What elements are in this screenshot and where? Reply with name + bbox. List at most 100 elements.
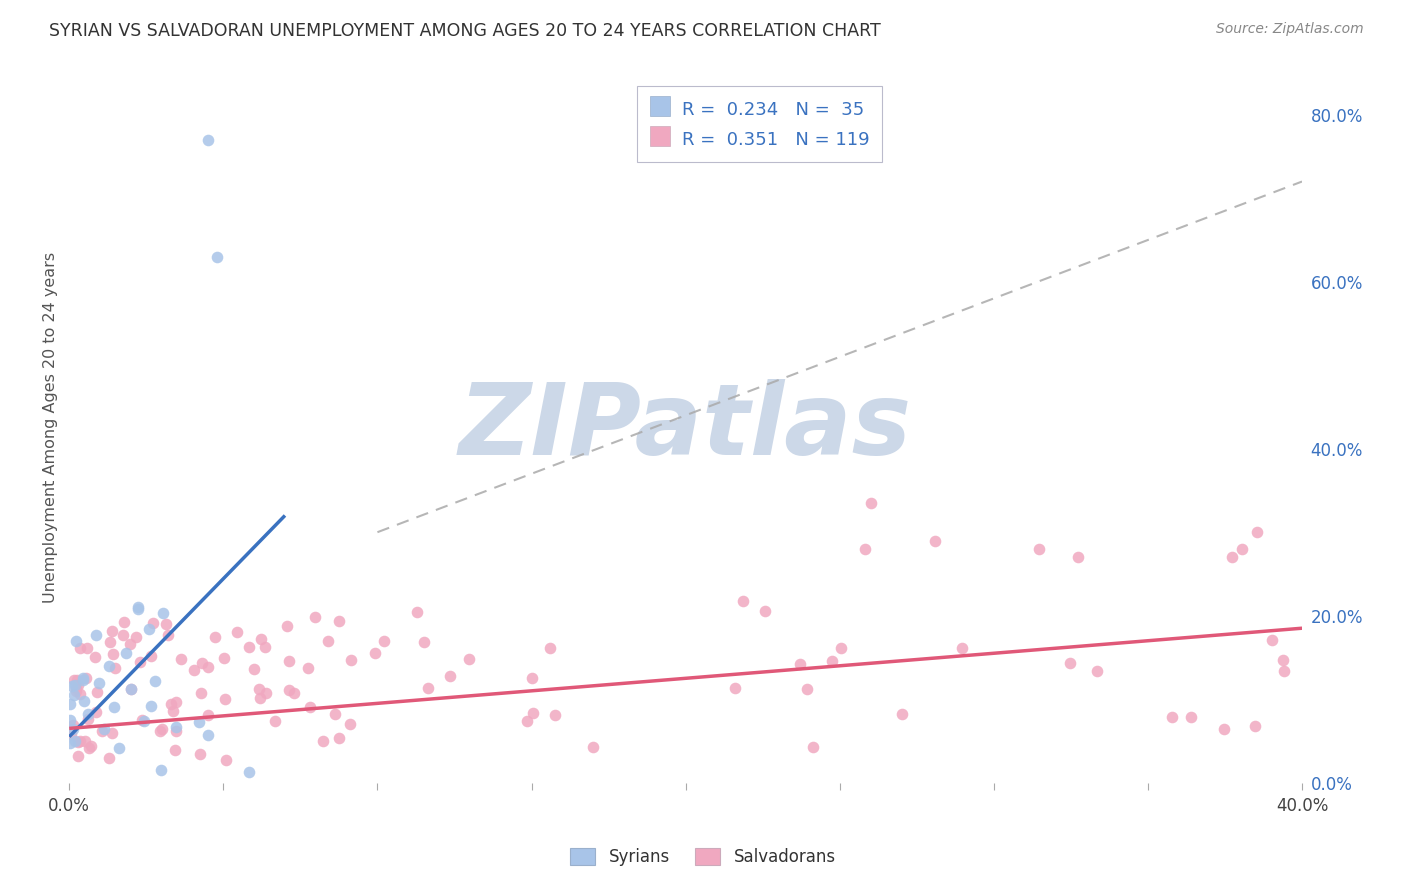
Point bbox=[150, 763, 173, 777]
Point bbox=[93, 722, 115, 736]
Point bbox=[197, 659, 219, 673]
Point bbox=[339, 716, 361, 731]
Point bbox=[299, 700, 322, 714]
Point bbox=[457, 652, 479, 666]
Point bbox=[62, 718, 84, 732]
Point bbox=[132, 714, 155, 728]
Point bbox=[155, 616, 177, 631]
Point bbox=[165, 695, 187, 709]
Point bbox=[1261, 632, 1284, 647]
Point bbox=[340, 653, 363, 667]
Text: SYRIAN VS SALVADORAN UNEMPLOYMENT AMONG AGES 20 TO 24 YEARS CORRELATION CHART: SYRIAN VS SALVADORAN UNEMPLOYMENT AMONG … bbox=[49, 22, 882, 40]
Point bbox=[190, 686, 212, 700]
Point bbox=[277, 654, 299, 668]
Point bbox=[238, 640, 260, 654]
Point bbox=[263, 714, 285, 728]
Point bbox=[60, 679, 83, 693]
Point bbox=[373, 633, 395, 648]
Point bbox=[950, 641, 973, 656]
Point bbox=[66, 678, 89, 692]
Point bbox=[139, 648, 162, 663]
Point bbox=[1160, 710, 1182, 724]
Point bbox=[243, 662, 266, 676]
Point bbox=[538, 640, 561, 655]
Point bbox=[1213, 722, 1236, 736]
Point bbox=[66, 749, 89, 764]
Point bbox=[66, 673, 89, 688]
Point bbox=[789, 657, 811, 671]
Point bbox=[69, 733, 91, 747]
Point bbox=[312, 734, 335, 748]
Legend: R =  0.234   N =  35, R =  0.351   N = 119: R = 0.234 N = 35, R = 0.351 N = 119 bbox=[637, 86, 883, 161]
Point bbox=[97, 659, 120, 673]
Point bbox=[120, 637, 142, 651]
Point bbox=[152, 606, 174, 620]
Point bbox=[65, 684, 87, 698]
Point bbox=[249, 690, 271, 705]
Point bbox=[86, 685, 108, 699]
Point bbox=[522, 706, 544, 721]
Point bbox=[214, 753, 236, 767]
Point bbox=[250, 632, 273, 646]
Point bbox=[127, 600, 149, 615]
Point bbox=[65, 681, 87, 695]
Point bbox=[65, 634, 87, 648]
Point bbox=[276, 619, 298, 633]
Point bbox=[328, 731, 350, 745]
Point bbox=[328, 614, 350, 628]
Point bbox=[101, 647, 124, 661]
Point bbox=[188, 747, 211, 761]
Point bbox=[283, 686, 305, 700]
Point bbox=[72, 671, 94, 685]
Point bbox=[160, 697, 183, 711]
Point bbox=[1222, 550, 1244, 565]
Point bbox=[1272, 664, 1295, 678]
Legend: Syrians, Salvadorans: Syrians, Salvadorans bbox=[562, 840, 844, 875]
Point bbox=[413, 635, 436, 649]
Point bbox=[439, 669, 461, 683]
Point bbox=[520, 671, 543, 685]
Point bbox=[97, 750, 120, 764]
Point bbox=[364, 646, 387, 660]
Point bbox=[820, 654, 842, 668]
Point bbox=[418, 681, 440, 696]
Point bbox=[723, 681, 745, 695]
Point bbox=[129, 655, 152, 669]
Point bbox=[125, 630, 148, 644]
Point bbox=[205, 250, 228, 264]
Point bbox=[79, 739, 101, 754]
Point bbox=[98, 635, 121, 649]
Point bbox=[183, 663, 205, 677]
Point bbox=[253, 640, 276, 654]
Point bbox=[516, 714, 538, 729]
Text: Source: ZipAtlas.com: Source: ZipAtlas.com bbox=[1216, 22, 1364, 37]
Point bbox=[149, 723, 172, 738]
Y-axis label: Unemployment Among Ages 20 to 24 years: Unemployment Among Ages 20 to 24 years bbox=[44, 252, 58, 603]
Point bbox=[853, 541, 876, 556]
Point bbox=[582, 740, 605, 755]
Point bbox=[120, 682, 142, 697]
Point bbox=[86, 628, 108, 642]
Point bbox=[214, 691, 236, 706]
Point bbox=[75, 671, 97, 685]
Point bbox=[152, 722, 174, 736]
Point bbox=[197, 728, 219, 742]
Point bbox=[63, 734, 86, 748]
Point bbox=[1059, 656, 1081, 670]
Point bbox=[58, 713, 80, 727]
Point bbox=[277, 683, 299, 698]
Point bbox=[226, 625, 249, 640]
Point bbox=[197, 133, 219, 147]
Point bbox=[859, 496, 882, 510]
Point bbox=[204, 630, 226, 644]
Point bbox=[111, 627, 134, 641]
Point bbox=[59, 736, 82, 750]
Point bbox=[115, 646, 138, 660]
Point bbox=[801, 739, 824, 754]
Point bbox=[79, 741, 101, 756]
Point bbox=[247, 682, 270, 697]
Point bbox=[796, 682, 818, 697]
Point bbox=[101, 624, 124, 639]
Point bbox=[143, 673, 166, 688]
Point bbox=[297, 661, 319, 675]
